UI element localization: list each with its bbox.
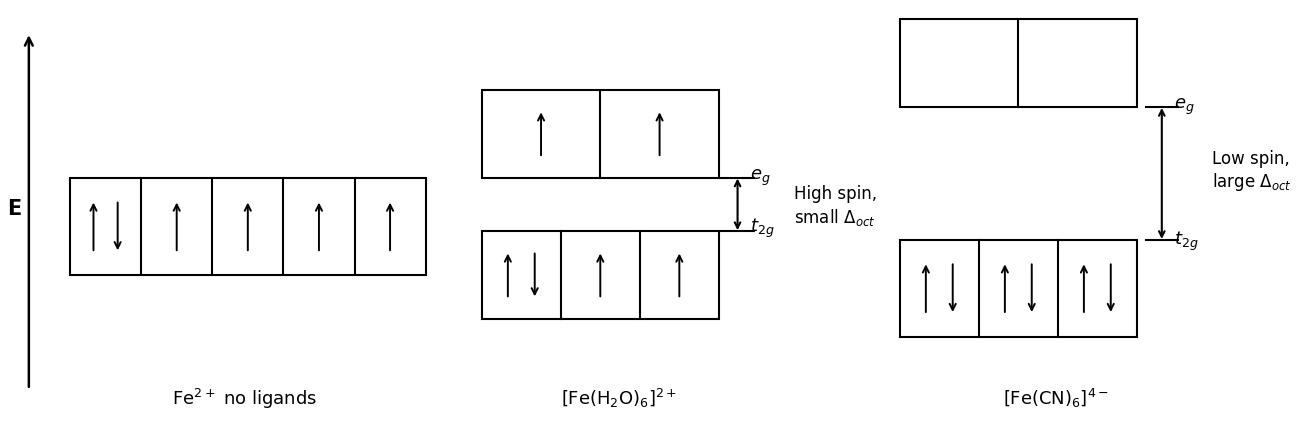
Bar (482, 231, 719, 319)
Bar (900, 19, 1136, 107)
Text: Low spin,
large $\Delta_{oct}$: Low spin, large $\Delta_{oct}$ (1212, 150, 1291, 193)
Text: $e_g$: $e_g$ (1174, 97, 1195, 117)
Text: High spin,
small $\Delta_{oct}$: High spin, small $\Delta_{oct}$ (794, 186, 876, 228)
Text: [Fe(CN)$_6$]$^{4-}$: [Fe(CN)$_6$]$^{4-}$ (1002, 387, 1109, 410)
Text: $t_{2g}$: $t_{2g}$ (1174, 230, 1199, 254)
Bar (70, 178, 425, 275)
Bar (482, 90, 719, 178)
Text: $\mathbf{E}$: $\mathbf{E}$ (6, 199, 21, 219)
Text: Fe$^{2+}$ no ligands: Fe$^{2+}$ no ligands (172, 386, 317, 411)
Text: $t_{2g}$: $t_{2g}$ (750, 217, 775, 240)
Text: $e_g$: $e_g$ (750, 168, 771, 188)
Bar (900, 240, 1136, 337)
Text: [Fe(H$_2$O)$_6$]$^{2+}$: [Fe(H$_2$O)$_6$]$^{2+}$ (562, 387, 677, 410)
